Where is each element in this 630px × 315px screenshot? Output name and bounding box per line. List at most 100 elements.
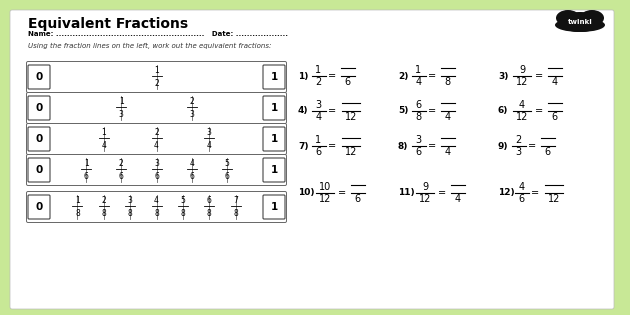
Text: 4: 4 <box>454 194 461 204</box>
Text: 0: 0 <box>35 134 43 144</box>
Text: 3: 3 <box>154 159 159 168</box>
Text: 4: 4 <box>444 147 450 157</box>
Text: 1: 1 <box>270 165 278 175</box>
Text: Equivalent Fractions: Equivalent Fractions <box>28 17 188 31</box>
Text: 2: 2 <box>515 135 522 145</box>
FancyBboxPatch shape <box>26 123 287 154</box>
Text: 1: 1 <box>101 128 106 137</box>
Ellipse shape <box>555 18 605 32</box>
FancyBboxPatch shape <box>28 96 50 120</box>
Text: 6: 6 <box>355 194 360 204</box>
Text: 6: 6 <box>415 147 421 157</box>
Text: =: = <box>531 188 539 198</box>
Text: =: = <box>328 71 336 81</box>
Text: 6: 6 <box>544 147 551 157</box>
Text: 12: 12 <box>345 112 357 122</box>
Text: 4: 4 <box>316 112 321 122</box>
Text: 4: 4 <box>154 141 159 150</box>
Text: 3: 3 <box>316 100 321 110</box>
Text: 9: 9 <box>422 182 428 192</box>
FancyBboxPatch shape <box>26 192 287 222</box>
Text: 8: 8 <box>101 209 106 218</box>
Text: 2: 2 <box>119 159 123 168</box>
Text: =: = <box>328 141 336 151</box>
Text: 3: 3 <box>189 110 194 119</box>
Text: 6: 6 <box>345 77 350 87</box>
FancyBboxPatch shape <box>28 195 50 219</box>
Text: 4: 4 <box>518 182 525 192</box>
Text: 12: 12 <box>548 194 560 204</box>
FancyBboxPatch shape <box>263 158 285 182</box>
Text: 6: 6 <box>119 172 123 181</box>
Text: 1: 1 <box>316 65 321 75</box>
Text: 8: 8 <box>415 112 421 122</box>
Text: 3: 3 <box>515 147 522 157</box>
Text: 2): 2) <box>398 72 408 81</box>
Text: 1: 1 <box>119 97 123 106</box>
Text: =: = <box>528 141 536 151</box>
Text: 3: 3 <box>119 110 123 119</box>
Text: 6: 6 <box>518 194 525 204</box>
Text: 8: 8 <box>181 209 185 218</box>
Text: 8): 8) <box>398 141 408 151</box>
Text: 9: 9 <box>519 65 525 75</box>
Text: 0: 0 <box>35 202 43 212</box>
Text: 8: 8 <box>444 77 450 87</box>
Text: 8: 8 <box>233 209 238 218</box>
Text: 4: 4 <box>444 112 450 122</box>
Text: 4: 4 <box>207 141 212 150</box>
Text: 12: 12 <box>319 194 331 204</box>
FancyBboxPatch shape <box>263 195 285 219</box>
Text: 12: 12 <box>419 194 431 204</box>
Text: 5: 5 <box>180 196 185 205</box>
Text: 3: 3 <box>207 128 212 137</box>
Text: 6): 6) <box>498 106 508 116</box>
Text: =: = <box>438 188 446 198</box>
Text: Name: ......................................................   Date: ...........: Name: ..................................… <box>28 31 288 37</box>
Text: 2: 2 <box>101 196 106 205</box>
Text: 5: 5 <box>224 159 229 168</box>
Text: =: = <box>428 106 436 116</box>
Text: 12): 12) <box>498 188 515 198</box>
Text: 4): 4) <box>298 106 309 116</box>
Text: 6: 6 <box>189 172 194 181</box>
Text: 11): 11) <box>398 188 415 198</box>
Text: 4: 4 <box>551 77 558 87</box>
Text: =: = <box>428 71 436 81</box>
Text: 1: 1 <box>316 135 321 145</box>
Text: 3: 3 <box>415 135 421 145</box>
Text: 12: 12 <box>345 147 357 157</box>
Text: 7): 7) <box>298 141 309 151</box>
FancyBboxPatch shape <box>263 127 285 151</box>
FancyBboxPatch shape <box>263 65 285 89</box>
Text: 6: 6 <box>224 172 229 181</box>
FancyBboxPatch shape <box>28 158 50 182</box>
Text: 0: 0 <box>35 165 43 175</box>
Ellipse shape <box>558 12 602 32</box>
Text: 4: 4 <box>154 196 159 205</box>
Text: 3: 3 <box>128 196 132 205</box>
FancyBboxPatch shape <box>26 154 287 186</box>
Text: 2: 2 <box>190 97 194 106</box>
Text: Using the fraction lines on the left, work out the equivalent fractions:: Using the fraction lines on the left, wo… <box>28 43 272 49</box>
Text: 4: 4 <box>415 77 421 87</box>
Text: 6: 6 <box>84 172 89 181</box>
Text: 9): 9) <box>498 141 508 151</box>
Text: 5): 5) <box>398 106 408 116</box>
FancyBboxPatch shape <box>263 96 285 120</box>
Text: 1): 1) <box>298 72 308 81</box>
Text: 3): 3) <box>498 72 508 81</box>
Text: 4: 4 <box>101 141 106 150</box>
Text: =: = <box>535 71 543 81</box>
Text: 2: 2 <box>154 128 159 137</box>
Text: 2: 2 <box>316 77 322 87</box>
Text: twinkl: twinkl <box>568 19 592 25</box>
Text: 6: 6 <box>415 100 421 110</box>
Text: 6: 6 <box>154 172 159 181</box>
Text: =: = <box>428 141 436 151</box>
Text: 4: 4 <box>189 159 194 168</box>
Text: 8: 8 <box>75 209 80 218</box>
Ellipse shape <box>556 10 580 26</box>
Text: 8: 8 <box>154 209 159 218</box>
Text: 10): 10) <box>298 188 314 198</box>
